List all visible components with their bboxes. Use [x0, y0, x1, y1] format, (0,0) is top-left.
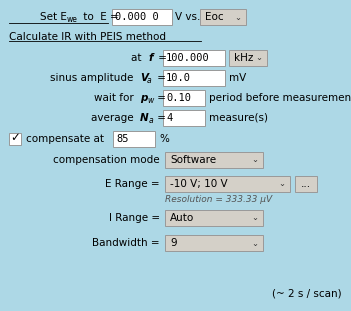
Text: Auto: Auto	[170, 213, 194, 223]
FancyBboxPatch shape	[163, 70, 225, 86]
Text: compensation mode: compensation mode	[53, 155, 160, 165]
FancyBboxPatch shape	[9, 133, 21, 145]
Text: ⌄: ⌄	[252, 239, 258, 248]
FancyBboxPatch shape	[165, 210, 263, 226]
Text: 0.000 0: 0.000 0	[115, 12, 159, 22]
FancyBboxPatch shape	[163, 110, 205, 126]
Text: 9: 9	[170, 238, 177, 248]
Text: I Range =: I Range =	[109, 213, 160, 223]
Text: Calculate IR with PEIS method: Calculate IR with PEIS method	[9, 32, 166, 42]
Text: 85: 85	[116, 134, 128, 144]
Text: =: =	[154, 73, 166, 83]
Text: =: =	[154, 113, 166, 123]
Text: Resolution = 333.33 μV: Resolution = 333.33 μV	[165, 194, 272, 203]
Text: 10.0: 10.0	[166, 73, 191, 83]
Text: ...: ...	[301, 179, 311, 189]
Text: 100.000: 100.000	[166, 53, 210, 63]
Text: -10 V; 10 V: -10 V; 10 V	[170, 179, 228, 189]
Text: to  E =: to E =	[80, 12, 119, 22]
Text: a: a	[149, 116, 154, 125]
Text: w: w	[147, 96, 153, 105]
FancyBboxPatch shape	[165, 152, 263, 168]
Text: we: we	[67, 15, 78, 24]
Text: 0.10: 0.10	[166, 93, 191, 103]
FancyBboxPatch shape	[295, 176, 317, 192]
Text: =: =	[155, 53, 167, 63]
Text: wait for: wait for	[94, 93, 140, 103]
FancyBboxPatch shape	[112, 9, 172, 25]
FancyBboxPatch shape	[163, 90, 205, 106]
FancyBboxPatch shape	[165, 235, 263, 251]
Text: period before measurement: period before measurement	[209, 93, 351, 103]
Text: ⌄: ⌄	[278, 179, 285, 188]
Text: p: p	[140, 93, 147, 103]
Text: Eoc: Eoc	[205, 12, 224, 22]
Text: ⌄: ⌄	[256, 53, 263, 63]
FancyBboxPatch shape	[113, 131, 155, 147]
FancyBboxPatch shape	[229, 50, 267, 66]
Text: (~ 2 s / scan): (~ 2 s / scan)	[272, 288, 342, 298]
Text: sinus amplitude: sinus amplitude	[50, 73, 140, 83]
Text: kHz: kHz	[234, 53, 253, 63]
Text: ⌄: ⌄	[252, 156, 258, 165]
Text: at: at	[131, 53, 148, 63]
Text: E Range =: E Range =	[105, 179, 160, 189]
Text: V vs.: V vs.	[175, 12, 200, 22]
Text: measure(s): measure(s)	[209, 113, 268, 123]
Text: mV: mV	[229, 73, 246, 83]
Text: f: f	[148, 53, 152, 63]
Text: compensate at: compensate at	[26, 134, 104, 144]
FancyBboxPatch shape	[200, 9, 246, 25]
Text: average: average	[91, 113, 140, 123]
Text: %: %	[159, 134, 169, 144]
Text: a: a	[147, 76, 152, 85]
Text: 4: 4	[166, 113, 172, 123]
Text: N: N	[140, 113, 148, 123]
Text: ✓: ✓	[10, 131, 20, 143]
FancyBboxPatch shape	[165, 176, 290, 192]
Text: V: V	[140, 73, 148, 83]
Text: ⌄: ⌄	[252, 213, 258, 222]
Text: Bandwidth =: Bandwidth =	[92, 238, 160, 248]
FancyBboxPatch shape	[163, 50, 225, 66]
Text: Software: Software	[170, 155, 216, 165]
Text: =: =	[154, 93, 166, 103]
Text: Set E: Set E	[40, 12, 67, 22]
Text: ⌄: ⌄	[234, 12, 241, 21]
